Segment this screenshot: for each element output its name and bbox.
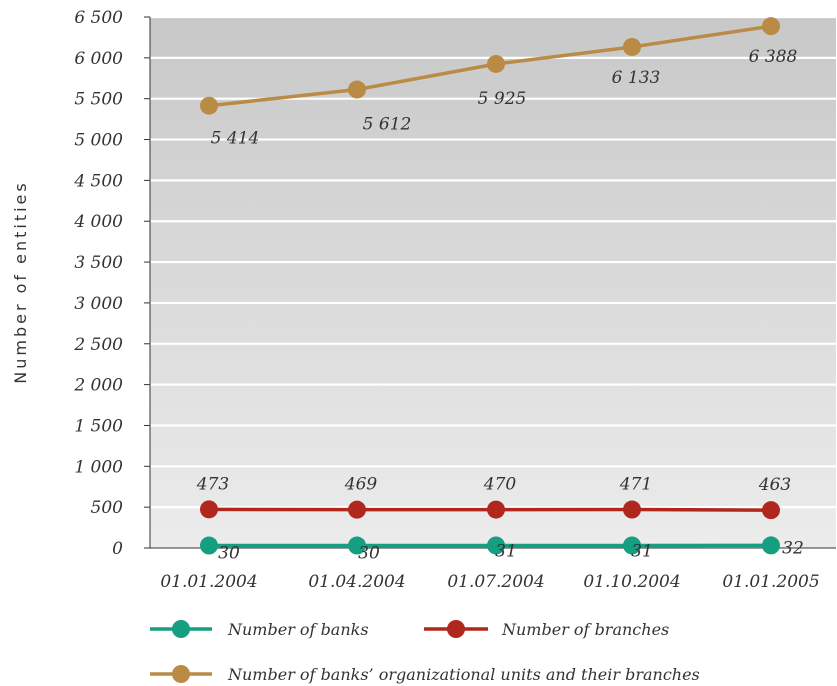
y-tick-label: 6 000 <box>74 49 123 69</box>
y-tick-label: 500 <box>91 498 124 518</box>
data-label: 5 414 <box>211 129 260 149</box>
y-tick-label: 1 000 <box>74 457 123 477</box>
x-tick-label: 01.01.2005 <box>722 572 819 592</box>
data-point <box>623 500 641 519</box>
data-label: 471 <box>619 475 652 495</box>
series-1: 30 30 31 31 32 <box>200 536 804 564</box>
x-axis-ticks: 01.01.2004 01.04.2004 01.07.2004 01.10.2004… <box>160 548 820 592</box>
y-tick-label: 5 500 <box>74 90 123 110</box>
data-point <box>487 536 505 555</box>
data-label: 470 <box>483 475 517 495</box>
y-axis-ticks: 0 500 1 000 1 500 2 000 2 500 3 000 3 500 4 000 4… <box>73 8 150 559</box>
y-tick-label: 6 500 <box>74 8 123 28</box>
y-axis-label: Number of entities <box>11 180 30 383</box>
y-tick-label: 2 500 <box>73 335 123 355</box>
x-tick-label: 01.01.2004 <box>160 572 257 592</box>
data-point <box>623 37 641 56</box>
data-label: 473 <box>196 474 229 494</box>
legend-marker <box>172 620 190 638</box>
data-label: 30 <box>358 544 380 564</box>
data-label: 463 <box>758 475 791 495</box>
legend: Number of banks Number of branches Number … <box>150 620 700 684</box>
data-label: 5 925 <box>478 89 527 109</box>
data-point <box>348 500 366 519</box>
data-point <box>487 54 505 73</box>
legend-item: Number of banks <box>150 620 369 639</box>
x-tick-label: 01.04.2004 <box>308 572 405 592</box>
series-3: 5 414 5 612 5 925 6 133 6 388 <box>200 17 798 149</box>
x-tick-label: 01.10.2004 <box>583 572 680 592</box>
data-point <box>762 501 780 520</box>
y-tick-label: 4 000 <box>73 212 123 232</box>
series-group: 30 30 31 31 32 473 469 470 471 463 5 414 5 612 5 925… <box>196 17 804 564</box>
y-tick-label: 0 <box>112 539 123 559</box>
data-point <box>487 500 505 519</box>
data-label: 30 <box>218 544 240 564</box>
series-2: 473 469 470 471 463 <box>196 474 791 520</box>
y-tick-label: 3 500 <box>74 253 123 273</box>
data-label: 6 133 <box>612 68 661 88</box>
legend-item: Number of branches <box>424 620 669 639</box>
y-tick-label: 1 500 <box>74 416 123 436</box>
data-point <box>200 96 218 115</box>
data-point <box>762 17 780 36</box>
y-tick-label: 5 000 <box>74 131 123 151</box>
legend-marker <box>447 620 465 638</box>
data-label: 6 388 <box>749 47 798 67</box>
legend-label: Number of banks <box>227 620 369 639</box>
data-label: 31 <box>631 541 653 561</box>
y-tick-label: 4 500 <box>73 171 123 191</box>
data-point <box>348 80 366 99</box>
legend-item: Number of banks’ organizational units an… <box>150 665 700 684</box>
data-label: 32 <box>782 538 804 558</box>
y-tick-label: 2 000 <box>73 376 123 396</box>
legend-label: Number of branches <box>501 620 669 639</box>
data-label: 31 <box>495 541 517 561</box>
y-tick-label: 3 000 <box>74 294 123 314</box>
data-point <box>200 500 218 519</box>
data-point <box>200 536 218 555</box>
legend-label: Number of banks’ organizational units an… <box>227 665 700 684</box>
gridlines <box>150 15 836 509</box>
data-point <box>348 536 366 555</box>
legend-marker <box>172 665 190 683</box>
data-label: 5 612 <box>363 115 412 135</box>
plot-area <box>150 17 836 548</box>
data-label: 469 <box>344 475 378 495</box>
data-point <box>762 536 780 555</box>
data-point <box>623 536 641 555</box>
x-tick-label: 01.07.2004 <box>447 572 544 592</box>
